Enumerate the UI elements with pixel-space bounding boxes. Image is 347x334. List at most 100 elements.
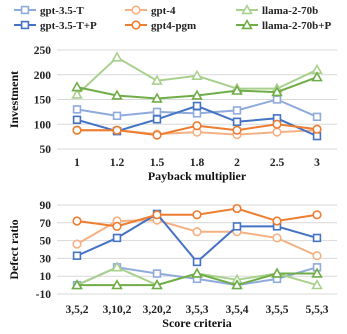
data-point-gpt4-pgm: [152, 210, 162, 220]
data-point-llama-2-70b-p: [71, 81, 83, 92]
x-tick-label: 3,5,5: [266, 304, 289, 316]
data-point-gpt-3-5-t-p: [232, 222, 242, 231]
data-point-gpt-3-5-t-p: [312, 233, 322, 243]
data-point-gpt-3-5-t-p: [232, 117, 242, 126]
data-point-gpt4-pgm: [192, 121, 202, 131]
x-tick-label: 3: [314, 157, 320, 169]
data-point-llama-2-70b: [71, 88, 83, 99]
legend-marker-llama-2-70b: [241, 3, 253, 15]
x-tick-label: 1.8: [190, 157, 205, 169]
data-point-gpt-3-5-t-p: [192, 101, 202, 111]
data-point-llama-2-70b-p: [151, 92, 163, 103]
x-tick-label: 2.5: [270, 157, 285, 169]
x-tick-label: 2: [234, 157, 240, 169]
y-tick-label: 200: [34, 70, 52, 82]
data-point-llama-2-70b: [191, 69, 203, 80]
data-point-llama-2-70b-p: [271, 86, 283, 97]
legend-label-gpt-3-5-t-p: gpt-3.5-T+P: [40, 20, 97, 32]
x-tick-label: 1: [74, 157, 80, 169]
y-tick-label: 90: [40, 200, 52, 212]
series-llama-2-70b-p: [71, 71, 323, 103]
data-point-llama-2-70b: [111, 51, 123, 62]
legend-label-llama-2-70b: llama-2-70b: [262, 5, 318, 17]
y-tick-label: 70: [40, 218, 52, 230]
data-point-gpt-3-5-t-p: [192, 257, 202, 267]
x-tick-label: 1.5: [150, 157, 165, 169]
legend-label-gpt-3-5-t: gpt-3.5-T: [40, 5, 84, 17]
data-point-gpt-3-5-t-p: [152, 115, 162, 124]
y-tick-label: 250: [34, 45, 52, 57]
data-point-llama-2-70b-p: [311, 267, 323, 278]
data-point-gpt-4: [192, 227, 202, 237]
legend-label-llama-2-70b-p: llama-2-70b+P: [262, 20, 331, 32]
data-point-gpt4-pgm: [232, 125, 242, 135]
data-point-gpt-3-5-t: [152, 269, 162, 278]
y-tick-label: 10: [40, 271, 52, 283]
data-point-llama-2-70b-p: [271, 267, 283, 278]
series-gpt-3-5-t: [72, 95, 322, 122]
data-point-gpt4-pgm: [112, 221, 122, 231]
series-gpt4-pgm: [72, 119, 322, 140]
data-point-gpt4-pgm: [312, 124, 322, 134]
y-axis-label: Investment: [7, 71, 21, 128]
data-point-llama-2-70b: [111, 261, 123, 272]
data-point-gpt-3-5-t: [312, 112, 322, 122]
data-point-gpt4-pgm: [312, 210, 322, 220]
y-tick-label: 150: [34, 95, 52, 107]
x-tick-label: 3,5,4: [226, 304, 249, 316]
legend-marker-llama-2-70b-p: [241, 18, 253, 30]
data-point-llama-2-70b-p: [191, 89, 203, 100]
data-point-gpt-3-5-t: [72, 105, 82, 114]
data-point-gpt4-pgm: [72, 125, 82, 135]
y-tick-label: 30: [40, 253, 52, 265]
data-point-llama-2-70b: [151, 74, 163, 85]
data-point-gpt-3-5-t: [272, 95, 282, 104]
data-point-llama-2-70b: [311, 279, 323, 290]
data-point-gpt-4: [272, 127, 282, 137]
data-point-gpt-3-5-t: [232, 106, 242, 115]
x-tick-label: 3,5,2: [66, 304, 89, 316]
x-axis-label: Score criteria: [162, 316, 231, 330]
legend-marker-gpt-3-5-t-p: [20, 20, 30, 30]
data-point-llama-2-70b-p: [231, 279, 243, 290]
legend-item-llama-2-70b-p: llama-2-70b+P: [236, 18, 331, 32]
series-llama-2-70b-p: [71, 267, 323, 290]
data-point-llama-2-70b-p: [151, 279, 163, 290]
data-point-gpt4-pgm: [192, 210, 202, 220]
legend-item-gpt4-pgm: gpt4-pgm: [125, 20, 196, 32]
data-point-llama-2-70b-p: [111, 279, 123, 290]
legend-item-gpt-3-5-t: gpt-3.5-T: [14, 5, 84, 17]
y-tick-label: 100: [34, 119, 52, 131]
data-point-llama-2-70b-p: [231, 84, 243, 95]
data-point-gpt-3-5-t: [112, 111, 122, 121]
data-point-gpt4-pgm: [112, 125, 122, 135]
legend-label-gpt-4: gpt-4: [151, 5, 176, 17]
data-point-gpt-3-5-t: [192, 109, 202, 118]
y-tick-label: 50: [40, 236, 52, 248]
legend-item-gpt-3-5-t-p: gpt-3.5-T+P: [14, 20, 97, 32]
legend-label-gpt4-pgm: gpt4-pgm: [151, 20, 196, 32]
data-point-gpt4-pgm: [272, 119, 282, 129]
data-point-gpt-4: [272, 233, 282, 243]
x-axis-label: Payback multiplier: [148, 169, 247, 183]
legend-marker-gpt4-pgm: [131, 20, 141, 30]
y-tick-label: -10: [36, 289, 52, 301]
legend-marker-gpt-3-5-t: [20, 5, 30, 15]
data-point-gpt-3-5-t-p: [72, 115, 82, 124]
data-point-gpt-3-5-t: [152, 107, 162, 117]
y-axis-label: Defect ratio: [7, 219, 21, 279]
data-point-gpt-4: [312, 251, 322, 261]
data-point-gpt-3-5-t-p: [112, 233, 122, 243]
data-point-gpt-3-5-t-p: [72, 251, 82, 260]
legend-item-gpt-4: gpt-4: [125, 5, 176, 17]
x-tick-label: 3,5,3: [186, 304, 209, 316]
data-point-llama-2-70b-p: [191, 267, 203, 278]
data-point-llama-2-70b-p: [311, 71, 323, 82]
series-gpt4-pgm: [72, 203, 322, 231]
data-point-llama-2-70b-p: [111, 89, 123, 100]
x-tick-label: 1.2: [110, 157, 125, 169]
data-point-gpt4-pgm: [272, 216, 282, 226]
data-point-gpt4-pgm: [72, 216, 82, 226]
legend: gpt-3.5-T gpt-4 llama-2-70b gpt-3.5-T+P gpt4…: [14, 3, 331, 32]
